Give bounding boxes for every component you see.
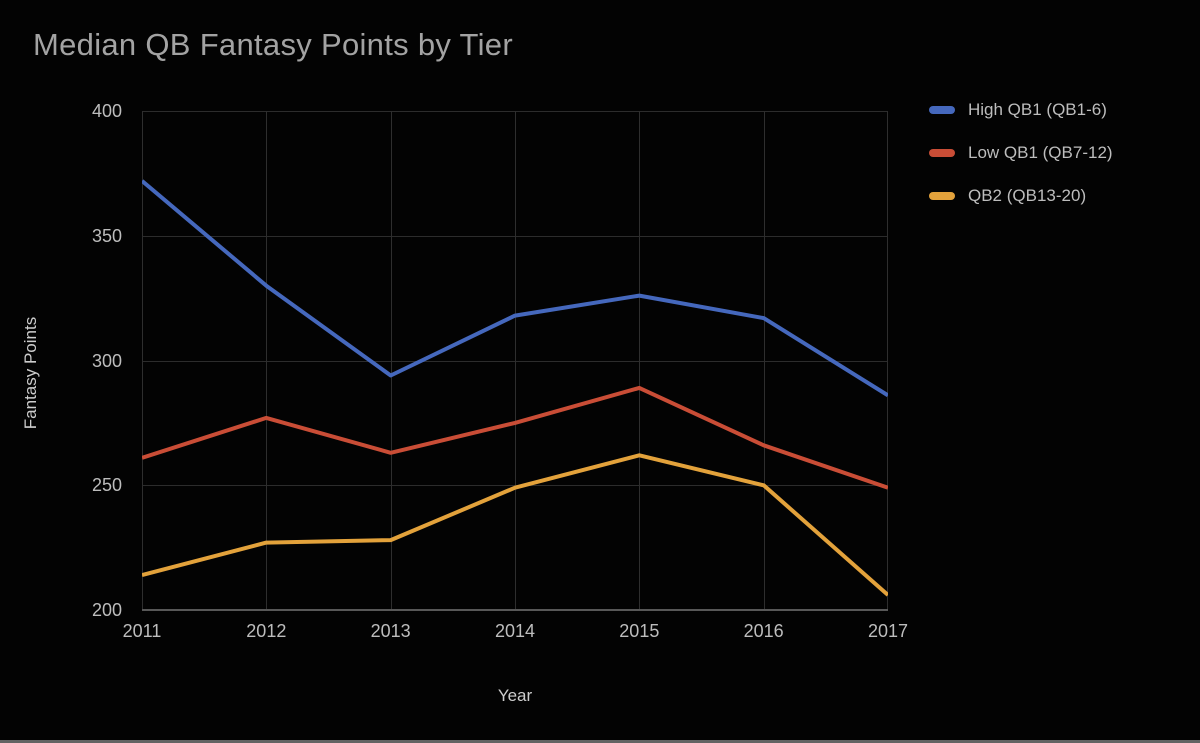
x-axis-tick-labels: 2011 2012 2013 2014 2015 2016 2017 bbox=[123, 620, 908, 646]
y-axis-tick-labels: 200 250 300 350 400 bbox=[0, 101, 132, 620]
x-axis-line bbox=[142, 609, 888, 611]
x-tick-label-2013: 2013 bbox=[370, 621, 411, 641]
legend-label-high-qb1: High QB1 (QB1-6) bbox=[968, 100, 1107, 119]
x-tick-label-2017: 2017 bbox=[867, 621, 909, 641]
y-tick-label-350: 350 bbox=[91, 225, 122, 246]
series-line-qb2-qb13-20 bbox=[142, 453, 888, 597]
bottom-edge-strip bbox=[0, 740, 1200, 743]
y-tick-label-200: 200 bbox=[91, 600, 122, 620]
legend-item-low-qb1: Low QB1 (QB7-12) bbox=[929, 141, 1113, 165]
v-gridline-2015 bbox=[639, 111, 641, 610]
v-gridline-2012 bbox=[266, 111, 268, 610]
v-gridline-2013 bbox=[390, 111, 392, 610]
v-gridline-2014 bbox=[515, 111, 516, 610]
series-line-high-qb1-qb1-6 bbox=[142, 179, 888, 398]
legend-swatch-high-qb1 bbox=[929, 106, 955, 114]
y-tick-label-300: 300 bbox=[91, 350, 122, 371]
x-tick-label-2016: 2016 bbox=[743, 621, 784, 641]
x-tick-label-2012: 2012 bbox=[246, 621, 287, 641]
legend-label-qb2: QB2 (QB13-20) bbox=[968, 186, 1087, 205]
y-tick-label-250: 250 bbox=[91, 475, 122, 496]
v-gridline-2016 bbox=[763, 111, 765, 610]
v-gridline-2017 bbox=[887, 111, 888, 610]
x-tick-label-2011: 2011 bbox=[122, 621, 162, 641]
legend: High QB1 (QB1-6) Low QB1 (QB7-12) QB2 (Q… bbox=[929, 98, 1113, 227]
legend-item-qb2: QB2 (QB13-20) bbox=[929, 184, 1113, 208]
v-gridline-2011 bbox=[142, 111, 143, 610]
series-lines bbox=[142, 179, 888, 597]
x-axis-title: Year bbox=[497, 686, 533, 705]
legend-swatch-low-qb1 bbox=[929, 149, 955, 157]
y-tick-label-400: 400 bbox=[91, 101, 122, 121]
legend-swatch-qb2 bbox=[929, 192, 955, 200]
chart-title: Median QB Fantasy Points by Tier bbox=[33, 27, 513, 62]
legend-label-low-qb1: Low QB1 (QB7-12) bbox=[968, 143, 1113, 162]
x-tick-label-2014: 2014 bbox=[494, 621, 536, 641]
legend-item-high-qb1: High QB1 (QB1-6) bbox=[929, 98, 1113, 122]
x-tick-label-2015: 2015 bbox=[619, 621, 660, 641]
plot-area bbox=[142, 111, 888, 611]
series-line-low-qb1-qb7-12 bbox=[142, 385, 888, 490]
